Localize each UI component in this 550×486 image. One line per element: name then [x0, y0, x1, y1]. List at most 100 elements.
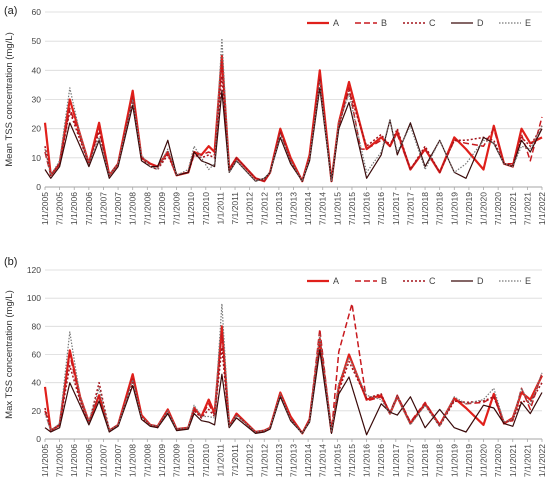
y-tick-label: 100 — [27, 293, 41, 303]
x-tick-label: 1/1/2017 — [391, 444, 401, 477]
x-tick-label: 7/1/2021 — [522, 444, 532, 477]
x-tick-label: 7/1/2011 — [230, 444, 240, 477]
y-tick-label: 60 — [32, 350, 42, 360]
x-tick-label: 7/1/2008 — [142, 192, 152, 225]
x-tick-label: 7/1/2017 — [405, 192, 415, 225]
x-tick-label: 1/1/2005 — [40, 444, 50, 477]
x-tick-label: 7/1/2015 — [347, 444, 357, 477]
x-tick-label: 7/1/2018 — [435, 192, 445, 225]
x-tick-label: 7/1/2019 — [464, 444, 474, 477]
x-tick-label: 7/1/2006 — [84, 444, 94, 477]
x-tick-label: 7/1/2005 — [55, 444, 65, 477]
y-tick-label: 30 — [32, 95, 42, 105]
x-tick-label: 7/1/2008 — [142, 444, 152, 477]
x-tick-label: 1/1/2016 — [362, 444, 372, 477]
series-line-d — [44, 87, 543, 182]
x-tick-label: 1/1/2008 — [128, 192, 138, 225]
x-tick-label: 1/1/2019 — [449, 444, 459, 477]
x-tick-label: 1/1/2015 — [332, 192, 342, 225]
legend-label-d: D — [477, 276, 484, 286]
legend-label-c: C — [429, 276, 436, 286]
x-tick-label: 1/1/2020 — [479, 444, 489, 477]
x-tick-label: 1/1/2013 — [274, 192, 284, 225]
x-tick-label: 1/1/2010 — [186, 444, 196, 477]
x-tick-label: 7/1/2006 — [84, 192, 94, 225]
legend-label-b: B — [381, 276, 387, 286]
x-tick-label: 1/1/2016 — [362, 192, 372, 225]
x-tick-label: 1/1/2018 — [420, 444, 430, 477]
x-tick-label: 7/1/2015 — [347, 192, 357, 225]
x-tick-label: 7/1/2007 — [113, 192, 123, 225]
y-tick-label: 40 — [32, 65, 42, 75]
x-tick-label: 1/1/2013 — [274, 444, 284, 477]
x-tick-label: 7/1/2016 — [376, 444, 386, 477]
x-tick-label: 7/1/2014 — [318, 444, 328, 477]
x-tick-label: 1/1/2011 — [215, 192, 225, 225]
x-tick-label: 1/1/2015 — [332, 444, 342, 477]
x-tick-label: 1/1/2018 — [420, 192, 430, 225]
y-tick-label: 10 — [32, 153, 42, 163]
x-tick-label: 1/1/2009 — [157, 192, 167, 225]
x-tick-label: 1/1/2021 — [508, 192, 518, 225]
x-tick-label: 1/1/2006 — [69, 444, 79, 477]
legend-label-a: A — [333, 18, 339, 28]
x-tick-label: 7/1/2013 — [289, 444, 299, 477]
series-line-e — [44, 37, 543, 182]
legend-label-a: A — [333, 276, 339, 286]
x-tick-label: 7/1/2005 — [55, 192, 65, 225]
x-tick-label: 7/1/2014 — [318, 192, 328, 225]
y-tick-label: 60 — [32, 7, 42, 17]
x-tick-label: 7/1/2010 — [201, 192, 211, 225]
legend-label-b: B — [381, 18, 387, 28]
x-tick-label: 7/1/2009 — [172, 444, 182, 477]
y-tick-label: 40 — [32, 378, 42, 388]
y-tick-label: 0 — [36, 434, 41, 444]
x-tick-label: 1/1/2017 — [391, 192, 401, 225]
x-tick-label: 7/1/2013 — [289, 192, 299, 225]
chart-panel-a: 0 10 20 30 40 50 60 1/1/2005 7/1/2005 1/1/2006 7/1… — [4, 5, 547, 225]
x-tick-label: 7/1/2012 — [259, 192, 269, 225]
panel-label: (b) — [4, 256, 17, 268]
x-tick-label: 7/1/2016 — [376, 192, 386, 225]
x-tick-label: 1/1/2011 — [215, 444, 225, 477]
x-tick-label: 1/1/2007 — [98, 444, 108, 477]
x-tick-label: 1/1/2010 — [186, 192, 196, 225]
x-tick-label: 7/1/2011 — [230, 192, 240, 225]
x-tick-label: 7/1/2020 — [493, 192, 503, 225]
x-tick-label: 1/1/2022 — [537, 444, 547, 477]
x-tick-label: 1/1/2006 — [69, 192, 79, 225]
legend-label-c: C — [429, 18, 436, 28]
x-tick-label: 7/1/2017 — [405, 444, 415, 477]
x-tick-label: 1/1/2012 — [245, 444, 255, 477]
x-tick-label: 1/1/2022 — [537, 192, 547, 225]
x-tick-label: 1/1/2014 — [303, 444, 313, 477]
y-axis-label: Max TSS concentration (mg/L) — [4, 290, 15, 419]
x-tick-label: 1/1/2005 — [40, 192, 50, 225]
y-tick-label: 20 — [32, 406, 42, 416]
x-tick-label: 1/1/2014 — [303, 192, 313, 225]
x-tick-label: 1/1/2007 — [98, 192, 108, 225]
y-tick-label: 120 — [27, 265, 41, 275]
x-tick-label: 7/1/2018 — [435, 444, 445, 477]
x-tick-label: 1/1/2009 — [157, 444, 167, 477]
x-tick-label: 1/1/2021 — [508, 444, 518, 477]
series-line-b — [44, 303, 543, 435]
x-tick-label: 7/1/2021 — [522, 192, 532, 225]
y-tick-label: 80 — [32, 321, 42, 331]
panel-label: (a) — [4, 5, 17, 17]
x-tick-label: 1/1/2008 — [128, 444, 138, 477]
x-tick-label: 1/1/2012 — [245, 192, 255, 225]
x-tick-label: 7/1/2020 — [493, 444, 503, 477]
series-line-a — [43, 325, 543, 435]
legend-label-e: E — [525, 276, 531, 286]
x-tick-label: 7/1/2019 — [464, 192, 474, 225]
chart-panel-b: 0 20 40 60 80 100 120 1/1/2005 7/1/2005 1/1/2006 7… — [4, 256, 547, 477]
series-line-e — [44, 303, 543, 434]
y-tick-label: 50 — [32, 36, 42, 46]
x-tick-label: 7/1/2012 — [259, 444, 269, 477]
y-tick-label: 0 — [36, 182, 41, 192]
x-tick-label: 1/1/2020 — [479, 192, 489, 225]
legend-label-d: D — [477, 18, 484, 28]
legend-label-e: E — [525, 18, 531, 28]
x-tick-label: 7/1/2007 — [113, 444, 123, 477]
